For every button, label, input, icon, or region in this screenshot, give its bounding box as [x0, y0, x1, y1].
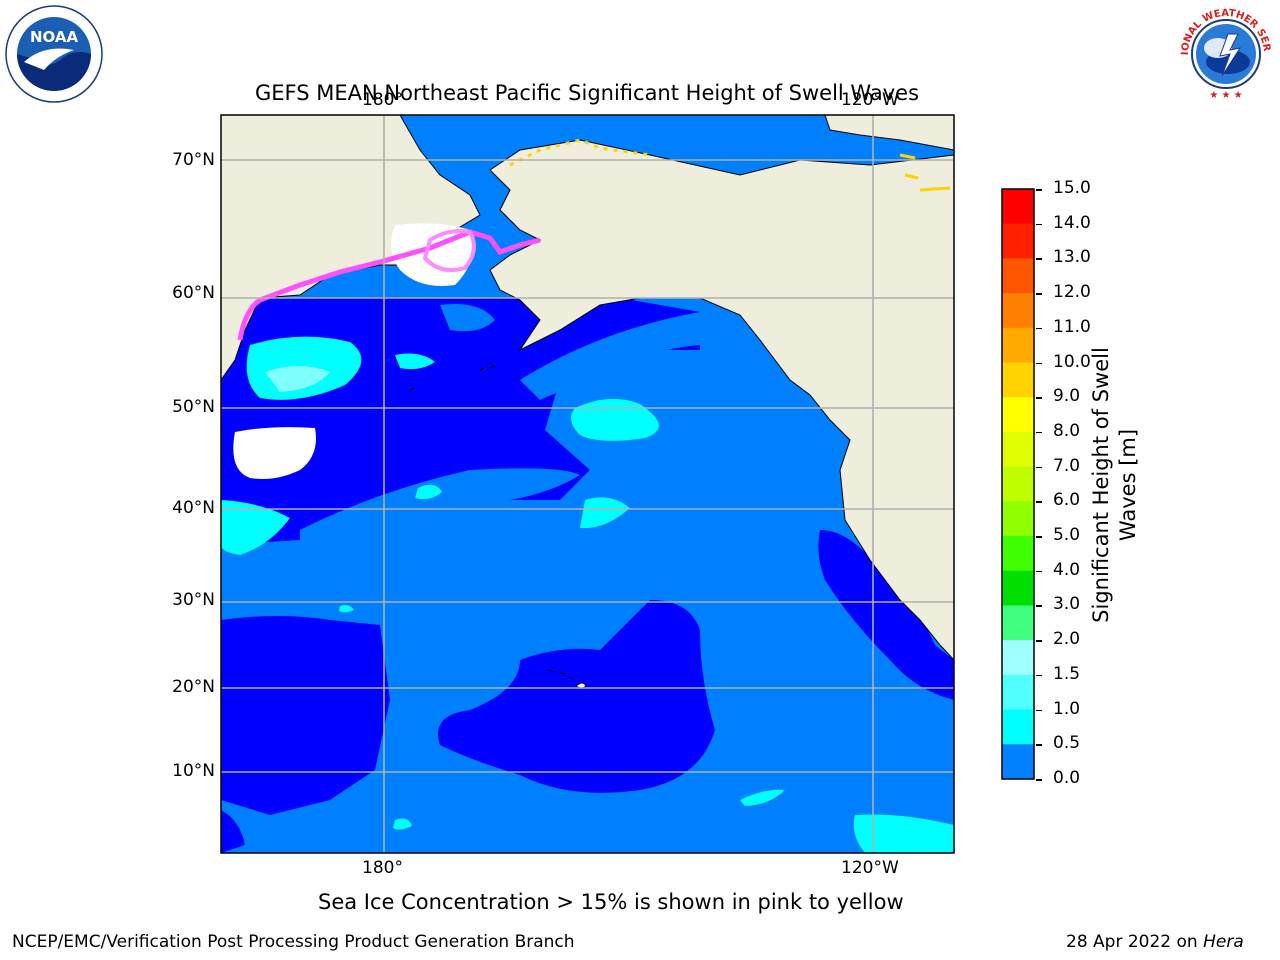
- footer-producer: NCEP/EMC/Verification Post Processing Pr…: [12, 932, 575, 952]
- lat-label-20n: 20°N: [172, 677, 215, 697]
- colorbar-swatch: [1002, 570, 1034, 606]
- ocean-low-california: [818, 530, 954, 700]
- map-field: [221, 115, 954, 853]
- colorbar-tick-label: 3.0: [1053, 594, 1081, 615]
- ocean-patch: [440, 304, 495, 332]
- sea-ice-edge-arctic: [509, 138, 651, 167]
- lon-label-bottom-120w: 120°W: [841, 858, 899, 878]
- colorbar-swatch: [1002, 744, 1034, 780]
- colorbar-tick-label: 2.0: [1053, 629, 1081, 650]
- colorbar-swatch: [1002, 293, 1034, 329]
- colorbar-tick-mark: [1036, 640, 1042, 642]
- swell-1-1.5m-southeast: [853, 814, 954, 853]
- colorbar-tick-mark: [1036, 570, 1042, 573]
- colorbar-tick-mark: [1036, 397, 1042, 399]
- colorbar-swatch: [1002, 605, 1034, 641]
- colorbar-swatch: [1002, 640, 1034, 676]
- ocean-low-hawaii: [438, 600, 715, 793]
- colorbar-tick-label: 1.0: [1053, 698, 1081, 719]
- noaa-logo: NOAA: [4, 4, 104, 104]
- colorbar-tick-mark: [1036, 779, 1042, 781]
- colorbar-tick-label: 10.0: [1053, 351, 1091, 372]
- colorbar-swatch: [1002, 501, 1034, 537]
- colorbar-tick-label: 0.0: [1053, 768, 1081, 788]
- colorbar-tick-label: 14.0: [1053, 212, 1091, 233]
- lon-label-top-180: 180°: [362, 90, 403, 110]
- colorbar-swatch: [1002, 674, 1034, 711]
- colorbar-tick-label: 7.0: [1053, 455, 1081, 476]
- land-hawaii: [547, 669, 587, 689]
- sea-ice-edge-bering: [237, 229, 541, 341]
- colorbar-tick-mark: [1036, 605, 1042, 607]
- colorbar: [1001, 188, 1035, 780]
- colorbar-tick-mark: [1036, 744, 1042, 746]
- svg-text:★ ★ ★: ★ ★ ★: [1209, 90, 1242, 101]
- lat-label-70n: 70°N: [172, 150, 215, 170]
- colorbar-swatch: [1002, 189, 1034, 225]
- colorbar-tick-mark: [1036, 709, 1042, 712]
- colorbar-swatch: [1002, 223, 1034, 259]
- lon-label-bottom-180: 180°: [362, 858, 403, 878]
- lat-label-40n: 40°N: [172, 498, 215, 518]
- colorbar-swatch: [1002, 258, 1034, 294]
- colorbar-tick-mark: [1036, 674, 1042, 677]
- colorbar-swatch: [1002, 431, 1034, 468]
- colorbar-tick-label: 8.0: [1053, 420, 1081, 441]
- colorbar-swatch: [1002, 327, 1034, 364]
- title-line-1: GEFS MEAN Northeast Pacific Significant …: [254, 81, 920, 105]
- colorbar-tick-label: 6.0: [1053, 490, 1081, 511]
- colorbar-tick-label: 12.0: [1053, 282, 1091, 303]
- colorbar-tick-mark: [1036, 466, 1042, 469]
- colorbar-tick-mark: [1036, 223, 1042, 226]
- colorbar-tick-mark: [1036, 431, 1042, 434]
- graticule: [221, 115, 954, 853]
- svg-text:NOAA: NOAA: [30, 28, 79, 46]
- colorbar-tick-mark: [1036, 501, 1042, 503]
- colorbar-tick-label: 15.0: [1053, 178, 1091, 198]
- colorbar-tick-mark: [1036, 293, 1042, 295]
- colorbar-label: Significant Height of Swell Waves [m]: [1089, 347, 1140, 623]
- colorbar-tick-label: 5.0: [1053, 525, 1081, 546]
- lat-label-10n: 10°N: [172, 761, 215, 781]
- lat-label-60n: 60°N: [172, 283, 215, 303]
- colorbar-tick-label: 9.0: [1053, 386, 1081, 407]
- colorbar-swatch: [1002, 362, 1034, 398]
- colorbar-tick-mark: [1036, 536, 1042, 538]
- ocean-low-southwest: [221, 616, 390, 815]
- nws-logo: NATIONAL WEATHER SERVICE ★ ★ ★: [1172, 0, 1276, 104]
- colorbar-swatch: [1002, 536, 1034, 572]
- colorbar-tick-mark: [1036, 189, 1042, 191]
- footer-date: 28 Apr 2022 on Hera: [1066, 932, 1244, 952]
- map-frame: [220, 114, 955, 854]
- colorbar-tick-label: 4.0: [1053, 559, 1081, 580]
- colorbar-tick-label: 0.5: [1053, 733, 1081, 754]
- colorbar-swatch: [1002, 397, 1034, 433]
- colorbar-tick-label: 11.0: [1053, 316, 1091, 337]
- colorbar-tick-mark: [1036, 362, 1042, 365]
- colorbar-tick-label: 13.0: [1053, 247, 1091, 268]
- land-north-america: [489, 139, 954, 661]
- lat-label-30n: 30°N: [172, 590, 215, 610]
- swell-1.5-2m-patch: [265, 366, 330, 392]
- lon-label-top-120w: 120°W: [841, 90, 899, 110]
- no-data-region: [233, 427, 316, 479]
- colorbar-tick-mark: [1036, 327, 1042, 330]
- colorbar-tick-mark: [1036, 258, 1042, 260]
- sea-ice-caption: Sea Ice Concentration > 15% is shown in …: [318, 890, 904, 914]
- land-siberia: [221, 115, 481, 381]
- lat-label-50n: 50°N: [172, 397, 215, 417]
- colorbar-swatch: [1002, 466, 1034, 502]
- colorbar-tick-label: 1.5: [1053, 663, 1081, 684]
- colorbar-swatch: [1002, 709, 1034, 745]
